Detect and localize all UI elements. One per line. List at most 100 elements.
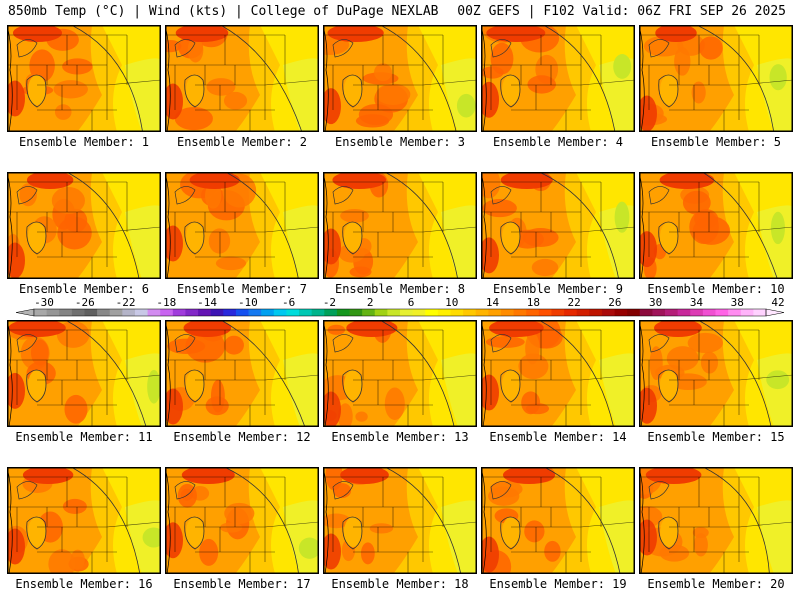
colorbar-segment: [475, 309, 489, 316]
temperature-map: [323, 467, 477, 574]
colorbar-segment: [160, 309, 174, 316]
colorbar-segment: [185, 309, 199, 316]
colorbar-tick-label: -2: [323, 297, 336, 309]
temperature-map: [323, 25, 477, 132]
temperature-map: [323, 172, 477, 279]
ensemble-panel: Ensemble Member: 17: [165, 467, 319, 599]
colorbar-segment: [576, 309, 590, 316]
colorbar-segment: [665, 309, 679, 316]
ensemble-member-caption: Ensemble Member: 14: [489, 430, 627, 444]
colorbar-segment: [299, 309, 313, 316]
ensemble-panel: Ensemble Member: 14: [481, 320, 635, 452]
temperature-map: [165, 172, 319, 279]
colorbar-segment: [336, 309, 350, 316]
colorbar-tick-label: 22: [567, 297, 580, 309]
colorbar-segment: [753, 309, 767, 316]
colorbar-segment: [235, 309, 249, 316]
colorbar-segment: [324, 309, 338, 316]
colorbar-tick-label: 34: [690, 297, 704, 309]
temperature-map: [481, 25, 635, 132]
colorbar-segment: [740, 309, 754, 316]
ensemble-panel: Ensemble Member: 16: [7, 467, 161, 599]
ensemble-member-caption: Ensemble Member: 2: [176, 135, 308, 149]
colorbar-segment: [286, 309, 300, 316]
colorbar-segment: [728, 309, 742, 316]
colorbar-tick-label: -6: [282, 297, 295, 309]
colorbar-segment: [362, 309, 376, 316]
colorbar-segment: [349, 309, 363, 316]
temperature-map: [7, 320, 161, 427]
colorbar-segment: [652, 309, 666, 316]
colorbar-segment: [46, 309, 60, 316]
colorbar-segment: [500, 309, 514, 316]
ensemble-member-caption: Ensemble Member: 7: [176, 282, 308, 296]
temperature-map: [639, 320, 793, 427]
colorbar-segment: [513, 309, 527, 316]
ensemble-member-caption: Ensemble Member: 6: [18, 282, 150, 296]
colorbar-tick-label: -10: [238, 297, 258, 309]
ensemble-member-caption: Ensemble Member: 16: [15, 577, 153, 591]
colorbar-segment: [639, 309, 653, 316]
ensemble-member-caption: Ensemble Member: 11: [15, 430, 153, 444]
colorbar-segment: [564, 309, 578, 316]
ensemble-member-caption: Ensemble Member: 5: [650, 135, 782, 149]
colorbar-segment: [677, 309, 691, 316]
colorbar-segment: [488, 309, 502, 316]
colorbar-segment: [374, 309, 388, 316]
colorbar-segment: [122, 309, 136, 316]
colorbar-tick-label: -14: [197, 297, 217, 309]
ensemble-member-caption: Ensemble Member: 18: [331, 577, 469, 591]
colorbar-tick-label: -22: [116, 297, 136, 309]
temperature-map: [7, 172, 161, 279]
colorbar-segment: [198, 309, 212, 316]
temperature-map: [639, 467, 793, 574]
colorbar-segment: [425, 309, 439, 316]
colorbar-segment: [551, 309, 565, 316]
colorbar-min-arrow: [15, 308, 35, 317]
temperature-map: [481, 172, 635, 279]
temperature-map: [165, 467, 319, 574]
colorbar-segment: [450, 309, 464, 316]
ensemble-panel: Ensemble Member: 19: [481, 467, 635, 599]
colorbar-segment: [702, 309, 716, 316]
colorbar-segment: [690, 309, 704, 316]
colorbar-segment: [147, 309, 161, 316]
colorbar-segment: [134, 309, 148, 316]
colorbar-segment: [261, 309, 275, 316]
colorbar-tick-label: 30: [649, 297, 662, 309]
ensemble-member-caption: Ensemble Member: 10: [647, 282, 785, 296]
colorbar-segment: [273, 309, 287, 316]
colorbar-segment: [59, 309, 73, 316]
colorbar-segment: [601, 309, 615, 316]
ensemble-panel: Ensemble Member: 1: [7, 25, 161, 157]
ensemble-panel: Ensemble Member: 20: [639, 467, 793, 599]
temperature-map: [481, 320, 635, 427]
temperature-map: [639, 172, 793, 279]
colorbar-segment: [627, 309, 641, 316]
colorbar-segment: [412, 309, 426, 316]
ensemble-panel: Ensemble Member: 9: [481, 172, 635, 304]
colorbar-tick-label: 42: [771, 297, 784, 309]
colorbar-segment: [34, 309, 48, 316]
colorbar-segment: [311, 309, 325, 316]
ensemble-member-caption: Ensemble Member: 1: [18, 135, 150, 149]
colorbar-segment: [71, 309, 85, 316]
colorbar-segment: [589, 309, 603, 316]
ensemble-panel: Ensemble Member: 8: [323, 172, 477, 304]
colorbar-tick-label: 14: [486, 297, 500, 309]
ensemble-member-caption: Ensemble Member: 12: [173, 430, 311, 444]
colorbar-tick-label: 26: [608, 297, 621, 309]
ensemble-member-caption: Ensemble Member: 15: [647, 430, 785, 444]
temperature-map: [323, 320, 477, 427]
ensemble-member-caption: Ensemble Member: 19: [489, 577, 627, 591]
ensemble-member-caption: Ensemble Member: 20: [647, 577, 785, 591]
temperature-colorbar: -30 -26 -22 -18 -14 -10 -6 -2 2 6 10 14 18 22 26 30 34 38…: [15, 297, 785, 317]
ensemble-member-caption: Ensemble Member: 13: [331, 430, 469, 444]
ensemble-panel: Ensemble Member: 5: [639, 25, 793, 157]
ensemble-panel: Ensemble Member: 4: [481, 25, 635, 157]
ensemble-panel: Ensemble Member: 13: [323, 320, 477, 452]
ensemble-panel: Ensemble Member: 11: [7, 320, 161, 452]
ensemble-member-caption: Ensemble Member: 3: [334, 135, 466, 149]
ensemble-member-caption: Ensemble Member: 4: [492, 135, 624, 149]
colorbar-segment: [400, 309, 414, 316]
